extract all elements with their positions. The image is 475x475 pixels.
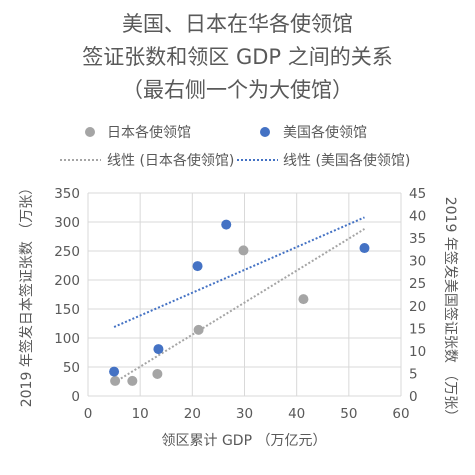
y-right-tick-label: 10 — [409, 344, 426, 360]
trendline-japan — [113, 228, 366, 384]
data-point-us — [359, 243, 370, 254]
data-point-japan — [110, 375, 121, 386]
chart-title-line-2: 签证张数和领区 GDP 之间的关系 — [82, 45, 392, 69]
data-point-japan — [298, 294, 309, 305]
data-point-us — [221, 219, 232, 230]
y-left-tick-label: 300 — [54, 215, 80, 231]
gridlines — [87, 192, 402, 397]
x-tick-label: 0 — [84, 406, 93, 422]
y-left-tick-label: 50 — [63, 360, 80, 376]
y-right-tick-label: 0 — [409, 389, 418, 405]
data-point-japan — [238, 245, 249, 256]
data-point-us — [153, 344, 164, 355]
x-tick-label: 40 — [288, 406, 305, 422]
x-tick-label: 30 — [236, 406, 253, 422]
y-axis-label-left: 2019 年签发日本签证张数 （万张） — [18, 181, 35, 408]
legend-label-us-trend: 线性 (美国各使领馆) — [283, 152, 410, 169]
y-left-tick-label: 150 — [54, 302, 80, 318]
data-point-japan — [152, 368, 163, 379]
y-left-tick-label: 250 — [54, 244, 80, 260]
legend-item-us: 美国各使领馆 — [260, 124, 367, 141]
chart-title-line-3: （最右侧一个为大使馆） — [122, 78, 353, 102]
legend-item-japan: 日本各使领馆 — [85, 124, 191, 141]
trendline-us — [113, 216, 365, 328]
y-left-tick-label: 100 — [54, 331, 80, 347]
y-axis-label-right: 2019 年签发美国签证张数 （万张） — [442, 197, 459, 424]
y-right-tick-label: 45 — [409, 186, 426, 202]
legend-label-japan-trend: 线性 (日本各使领馆) — [107, 152, 234, 169]
y-left-tick-label: 200 — [54, 273, 80, 289]
x-tick-label: 10 — [132, 406, 149, 422]
chart-title-line-1: 美国、日本在华各使领馆 — [122, 12, 353, 36]
y-right-tick-label: 35 — [409, 231, 426, 247]
y-right-tick-label: 5 — [409, 366, 418, 382]
legend: 日本各使领馆 美国各使领馆 线性 (日本各使领馆) 线性 (美国各使领馆) — [60, 124, 410, 169]
legend-label-us: 美国各使领馆 — [283, 124, 367, 141]
y-right-tick-label: 40 — [409, 209, 426, 225]
x-tick-label: 50 — [340, 406, 357, 422]
y-left-tick-label: 0 — [71, 389, 80, 405]
y-right-tick-label: 20 — [409, 299, 426, 315]
data-point-us — [192, 261, 203, 272]
legend-label-japan: 日本各使领馆 — [107, 124, 191, 141]
legend-marker-us — [260, 127, 270, 137]
data-point-japan — [127, 375, 138, 386]
y-right-tick-label: 25 — [409, 276, 426, 292]
x-tick-label: 60 — [392, 406, 409, 422]
x-axis-label: 领区累计 GDP （万亿元） — [162, 433, 327, 449]
x-tick-label: 20 — [184, 406, 201, 422]
data-point-us — [109, 366, 120, 377]
legend-item-japan-trend: 线性 (日本各使领馆) — [60, 152, 234, 169]
y-right-tick-label: 30 — [409, 254, 426, 270]
y-right-tick-label: 15 — [409, 321, 426, 337]
y-left-tick-label: 350 — [54, 186, 80, 202]
data-points — [109, 219, 370, 386]
legend-marker-japan — [85, 127, 95, 137]
trendlines — [113, 216, 366, 384]
data-point-japan — [193, 324, 204, 335]
legend-item-us-trend: 线性 (美国各使领馆) — [237, 152, 410, 169]
